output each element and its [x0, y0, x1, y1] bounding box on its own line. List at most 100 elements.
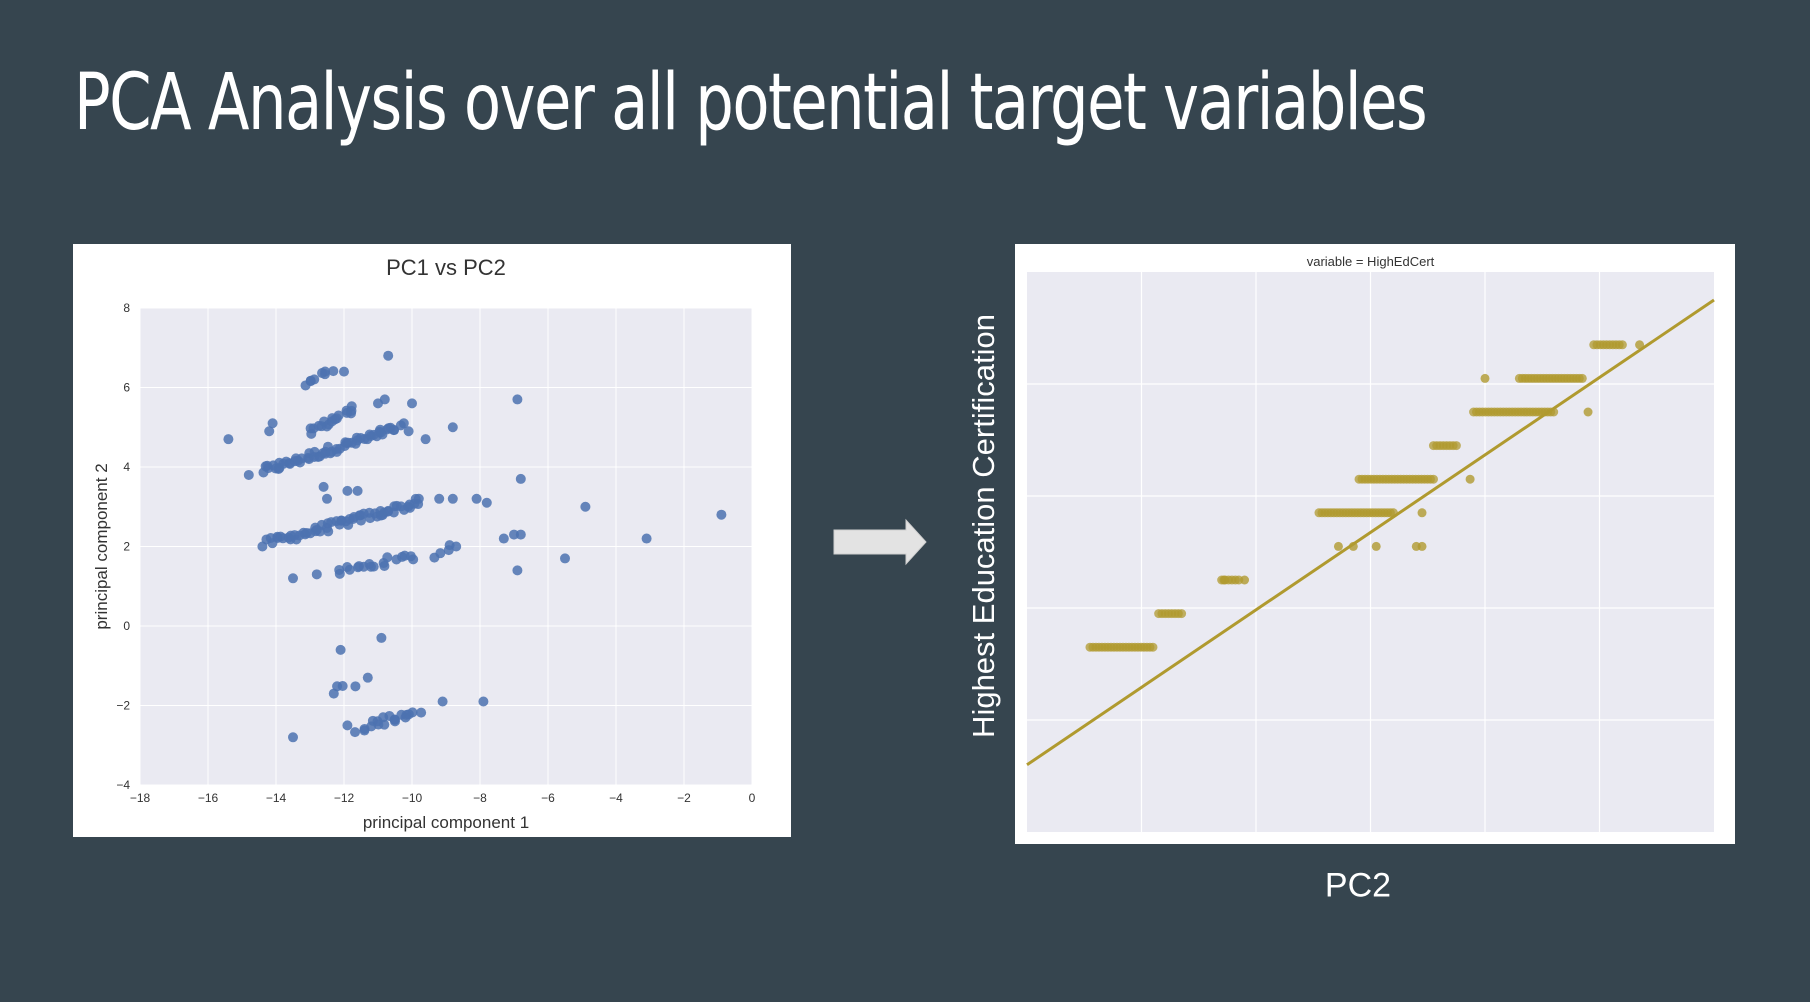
data-point	[1240, 575, 1250, 585]
scatter-point	[407, 707, 418, 718]
scatter-point	[350, 681, 361, 692]
scatter-point	[322, 493, 332, 504]
x-tick-label: −16	[198, 791, 219, 805]
scatter-point	[560, 553, 570, 564]
scatter-point	[352, 485, 363, 496]
scatter-points	[223, 350, 727, 743]
scatter-point	[346, 401, 357, 412]
scatter-point	[379, 560, 390, 571]
scatter-point	[267, 418, 278, 429]
highedcert-x-axis-label: PC2	[1324, 866, 1392, 905]
scatter-point	[388, 425, 399, 436]
scatter-point	[257, 541, 268, 552]
y-axis-label: principal component 2	[92, 463, 111, 629]
pc1-vs-pc2-svg: −18 −16 −14 −12 −10 −8 −6 −4 −2 0 −4 −2 0 2 4 6 8 PC1 vs …	[92, 255, 756, 832]
scatter-point	[471, 493, 482, 504]
pc1-vs-pc2-chart: −18 −16 −14 −12 −10 −8 −6 −4 −2 0 −4 −2 0 2 4 6 8 PC1 vs …	[73, 244, 791, 837]
scatter-point	[478, 696, 489, 707]
scatter-point	[337, 680, 348, 691]
scatter-point	[368, 561, 379, 572]
y-tick-label: 2	[123, 540, 130, 554]
highedcert-svg: variable = HighEdCert	[1026, 254, 1715, 832]
scatter-point	[376, 632, 387, 643]
x-tick-label: −18	[130, 791, 151, 805]
scatter-point	[383, 350, 394, 361]
x-tick-label: −2	[677, 791, 691, 805]
scatter-point	[413, 493, 424, 504]
x-tick-label: −12	[334, 791, 355, 805]
data-point	[1219, 575, 1229, 585]
chart-title: variable = HighEdCert	[1307, 254, 1435, 269]
highedcert-regression-chart: variable = HighEdCert	[1015, 244, 1735, 844]
scatter-point	[318, 481, 329, 492]
scatter-point	[335, 644, 346, 655]
scatter-point	[515, 529, 526, 540]
scatter-point	[328, 366, 339, 377]
regression-line	[1026, 298, 1715, 767]
scatter-point	[512, 394, 523, 405]
slide-title: PCA Analysis over all potential target v…	[74, 58, 1428, 148]
y-tick-label: 4	[123, 460, 130, 474]
scatter-point	[390, 716, 400, 727]
scatter-point	[264, 426, 275, 437]
scatter-point	[342, 720, 353, 731]
x-tick-label: −4	[609, 791, 623, 805]
scatter-point	[435, 548, 446, 559]
highedcert-y-axis-label: Highest Education Certification	[966, 314, 1001, 738]
regression-points	[1085, 340, 1645, 652]
scatter-point	[580, 501, 591, 512]
scatter-point	[641, 533, 652, 544]
scatter-point	[481, 497, 492, 508]
scatter-point	[243, 469, 254, 480]
scatter-point	[398, 418, 409, 429]
y-tick-label: 6	[123, 381, 130, 395]
scatter-point	[379, 394, 390, 405]
scatter-point	[515, 473, 526, 484]
data-point	[1177, 609, 1187, 619]
y-tick-label: 0	[123, 619, 130, 633]
data-point	[1371, 541, 1381, 551]
scatter-point	[408, 554, 419, 565]
data-point	[1333, 541, 1343, 551]
data-point	[1583, 407, 1593, 417]
scatter-point	[334, 568, 345, 579]
scatter-point	[382, 552, 393, 563]
scatter-point	[344, 564, 355, 575]
x-tick-label: −6	[541, 791, 555, 805]
x-tick-label: −10	[402, 791, 423, 805]
scatter-point	[407, 398, 417, 409]
data-point	[1577, 373, 1587, 383]
scatter-point	[309, 374, 320, 385]
scatter-point	[437, 696, 448, 707]
scatter-point	[420, 434, 431, 445]
right-arrow-icon	[833, 518, 927, 566]
y-tick-label: −4	[116, 778, 130, 792]
data-point	[1417, 541, 1427, 551]
scatter-point	[451, 541, 462, 552]
scatter-point	[512, 565, 523, 576]
scatter-point	[288, 732, 298, 743]
scatter-point	[716, 509, 727, 520]
scatter-point	[403, 426, 414, 437]
scatter-point	[311, 569, 322, 580]
scatter-point	[362, 672, 373, 683]
scatter-point	[320, 366, 331, 377]
scatter-point	[333, 410, 344, 421]
data-point	[1148, 642, 1158, 652]
x-tick-label: −8	[473, 791, 487, 805]
scatter-point	[339, 366, 349, 377]
x-axis-label: principal component 1	[363, 813, 529, 832]
y-tick-label: 8	[123, 301, 130, 315]
scatter-point	[434, 493, 445, 504]
scatter-point	[379, 719, 390, 730]
data-point	[1428, 474, 1438, 484]
data-point	[1480, 373, 1490, 383]
scatter-point	[223, 434, 234, 445]
scatter-point	[447, 422, 458, 433]
scatter-point	[447, 493, 458, 504]
chart-title: PC1 vs PC2	[386, 255, 506, 280]
scatter-point	[350, 727, 361, 738]
data-point	[1451, 441, 1461, 451]
scatter-point	[342, 485, 353, 496]
scatter-point	[288, 573, 298, 584]
